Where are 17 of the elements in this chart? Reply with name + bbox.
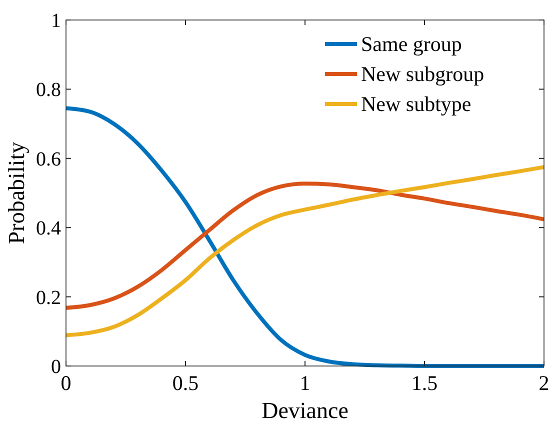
y-tick-label: 0.8 — [36, 79, 61, 102]
y-axis-title: Probability — [4, 141, 29, 244]
x-tick-label: 0.5 — [172, 371, 199, 395]
y-tick-label: 0 — [51, 356, 61, 378]
x-tick-label: 2 — [538, 371, 550, 395]
y-tick-label: 1 — [51, 10, 61, 32]
y-tick-label: 0.4 — [36, 218, 61, 240]
y-tick-label: 0.6 — [36, 148, 61, 170]
x-tick-label: 1.5 — [411, 371, 438, 395]
legend-label: New subgroup — [361, 62, 484, 86]
line-series — [64, 165, 546, 338]
x-tick-label: 1 — [300, 371, 310, 395]
line-series — [64, 182, 546, 310]
legend-label: Same group — [361, 32, 462, 56]
x-axis-title: Deviance — [262, 398, 348, 423]
y-tick-label: 0.2 — [36, 286, 61, 309]
legend-label: New subtype — [361, 92, 472, 116]
